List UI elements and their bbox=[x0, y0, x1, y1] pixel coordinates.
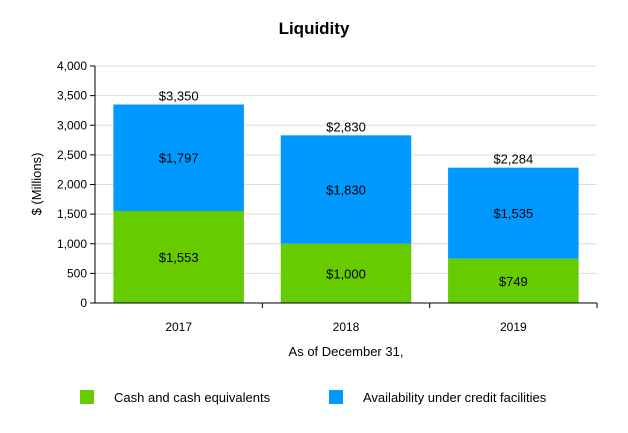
bar-credit bbox=[113, 104, 244, 211]
bar-value-label: $1,830 bbox=[326, 183, 366, 198]
y-axis-label: $ (Millions) bbox=[29, 153, 44, 216]
bar-value-label: $1,535 bbox=[493, 206, 533, 221]
x-axis-label: As of December 31, bbox=[289, 344, 404, 359]
bar-credit bbox=[448, 167, 579, 259]
x-tick-label: 2017 bbox=[165, 320, 192, 334]
legend-swatch-cash bbox=[80, 390, 94, 404]
y-tick-label: 3,000 bbox=[57, 118, 87, 132]
bar-value-label: $1,553 bbox=[159, 250, 199, 265]
bar-credit bbox=[280, 135, 412, 244]
chart-title: Liquidity bbox=[279, 19, 350, 38]
x-tick-label: 2019 bbox=[500, 320, 527, 334]
x-axis: 2017 2018 2019 bbox=[95, 302, 598, 334]
y-tick-label: 500 bbox=[67, 266, 87, 280]
bar-total-label: $2,284 bbox=[493, 152, 533, 167]
legend: Cash and cash equivalents Availability un… bbox=[80, 390, 547, 405]
y-tick-label: 3,500 bbox=[57, 89, 87, 103]
y-axis: 0 500 1,000 1,500 2,000 2,500 3,000 3,500 4,000 bbox=[57, 59, 96, 310]
y-tick-label: 1,500 bbox=[57, 207, 87, 221]
y-tick-label: 2,000 bbox=[57, 178, 87, 192]
y-tick-label: 4,000 bbox=[57, 59, 87, 73]
legend-label: Cash and cash equivalents bbox=[114, 390, 271, 405]
y-tick-label: 0 bbox=[80, 296, 87, 310]
bar-value-label: $1,000 bbox=[326, 266, 366, 281]
x-tick-label: 2018 bbox=[333, 320, 360, 334]
bar-value-label: $1,797 bbox=[159, 151, 199, 166]
bar-cash bbox=[113, 210, 244, 303]
bar-total-label: $2,830 bbox=[326, 119, 366, 134]
bars: $1,553 $1,797 $3,350 $1,000 $1,830 $2,830 $749… bbox=[113, 89, 579, 303]
bar-cash bbox=[448, 258, 579, 303]
bar-total-label: $3,350 bbox=[159, 89, 199, 104]
bar-cash bbox=[280, 243, 412, 303]
bar-value-label: $749 bbox=[499, 274, 528, 289]
legend-swatch-credit bbox=[329, 390, 343, 404]
y-tick-label: 1,000 bbox=[57, 237, 87, 251]
y-tick-label: 2,500 bbox=[57, 148, 87, 162]
legend-label: Availability under credit facilities bbox=[363, 390, 547, 405]
